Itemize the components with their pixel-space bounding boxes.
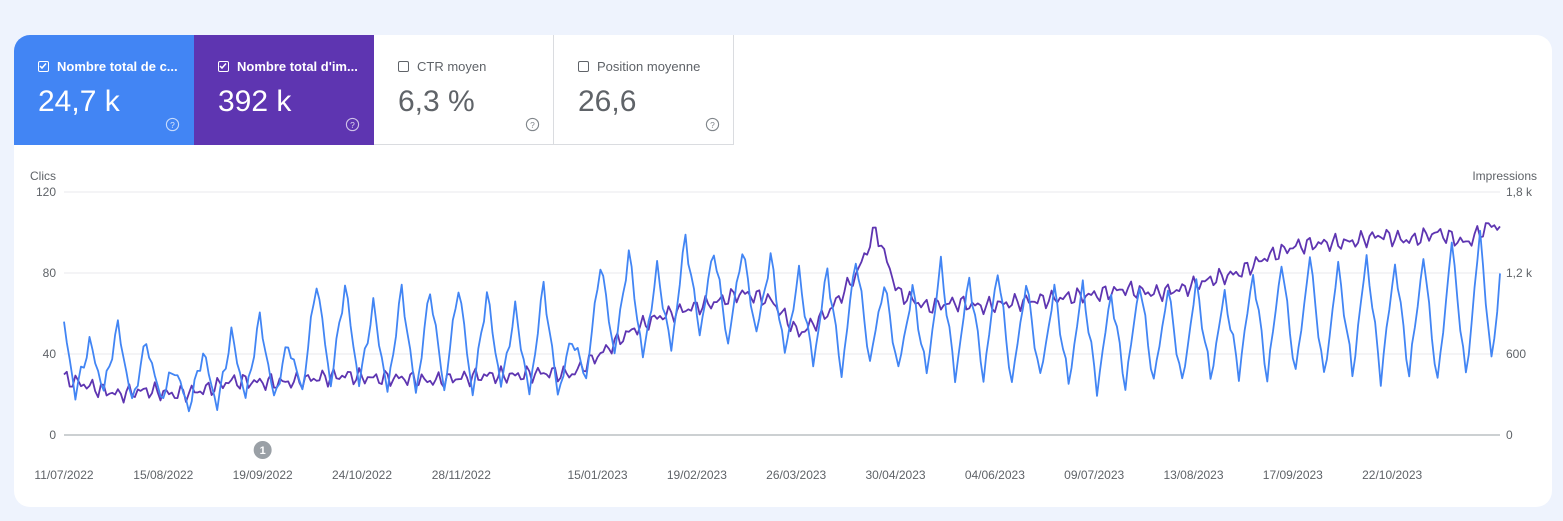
series-impressions-line <box>63 222 1501 404</box>
x-tick-label: 09/07/2023 <box>1064 468 1124 482</box>
x-tick-label: 04/06/2023 <box>965 468 1025 482</box>
y-right-tick-label: 1,2 k <box>1506 266 1533 280</box>
y-left-axis-title: Clics <box>30 169 56 183</box>
y-left-tick-label: 40 <box>43 347 57 361</box>
metric-value: 392 k <box>218 85 292 118</box>
checkbox-unchecked-icon[interactable] <box>398 61 409 72</box>
metric-tile-total-clicks[interactable]: Nombre total de c... 24,7 k ? <box>14 35 194 145</box>
annotation-label: 1 <box>260 445 266 457</box>
metric-tile-average-position[interactable]: Position moyenne 26,6 ? <box>554 35 734 145</box>
x-tick-label: 13/08/2023 <box>1163 468 1223 482</box>
y-right-tick-label: 600 <box>1506 347 1526 361</box>
x-tick-label: 24/10/2022 <box>332 468 392 482</box>
checkbox-unchecked-icon[interactable] <box>578 61 589 72</box>
help-circle-icon[interactable]: ? <box>525 117 540 132</box>
x-tick-label: 15/01/2023 <box>568 468 628 482</box>
svg-text:?: ? <box>710 120 715 130</box>
checkbox-checked-icon[interactable] <box>218 61 229 72</box>
x-tick-label: 22/10/2023 <box>1362 468 1422 482</box>
metric-value: 26,6 <box>578 85 637 118</box>
checkbox-checked-icon[interactable] <box>38 61 49 72</box>
x-tick-label: 19/09/2022 <box>233 468 293 482</box>
y-right-tick-label: 1,8 k <box>1506 185 1533 199</box>
y-left-tick-label: 80 <box>43 266 57 280</box>
y-left-tick-label: 0 <box>49 428 56 442</box>
metric-tile-average-ctr[interactable]: CTR moyen 6,3 % ? <box>374 35 554 145</box>
performance-card: Nombre total de c... 24,7 k ? Nombre tot… <box>14 35 1552 507</box>
metric-tiles: Nombre total de c... 24,7 k ? Nombre tot… <box>14 35 734 145</box>
x-tick-label: 28/11/2022 <box>432 468 491 482</box>
metric-value: 24,7 k <box>38 85 120 118</box>
y-right-axis-title: Impressions <box>1472 169 1537 183</box>
metric-value: 6,3 % <box>398 85 475 118</box>
metric-tile-total-impressions[interactable]: Nombre total d'im... 392 k ? <box>194 35 374 145</box>
x-tick-label: 19/02/2023 <box>667 468 727 482</box>
y-left-tick-label: 120 <box>36 185 56 199</box>
x-tick-label: 30/04/2023 <box>865 468 925 482</box>
series-clicks-line <box>63 229 1501 413</box>
x-tick-label: 11/07/2022 <box>34 468 93 482</box>
x-tick-label: 26/03/2023 <box>766 468 826 482</box>
x-tick-label: 15/08/2022 <box>133 468 193 482</box>
svg-text:?: ? <box>350 120 355 130</box>
svg-text:?: ? <box>530 120 535 130</box>
y-right-tick-label: 0 <box>1506 428 1513 442</box>
help-circle-icon[interactable]: ? <box>705 117 720 132</box>
help-circle-icon[interactable]: ? <box>345 117 360 132</box>
help-circle-icon[interactable]: ? <box>165 117 180 132</box>
annotation-marker <box>253 441 272 459</box>
x-tick-label: 17/09/2023 <box>1263 468 1323 482</box>
svg-text:?: ? <box>170 120 175 130</box>
